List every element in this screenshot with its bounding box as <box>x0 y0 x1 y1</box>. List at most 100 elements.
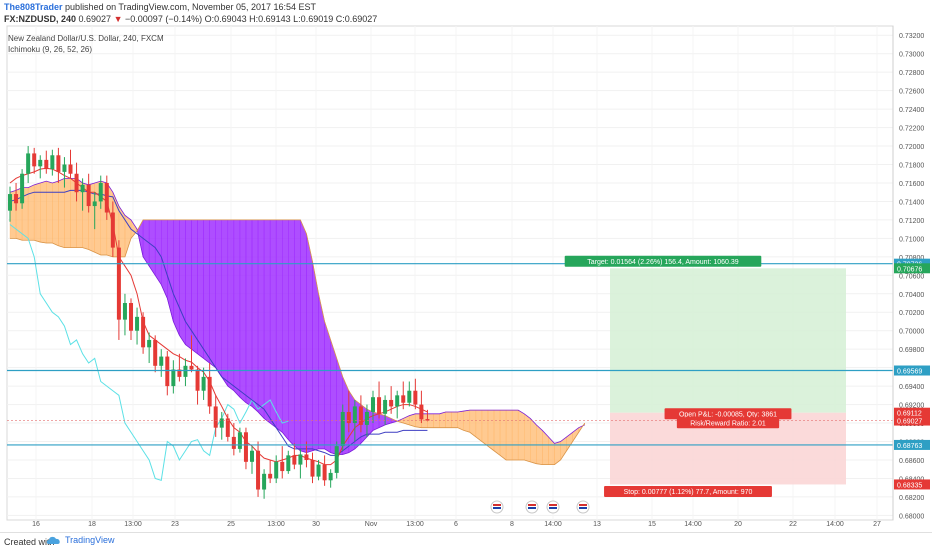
cloud-segment <box>493 409 501 456</box>
footer: Created with TradingView <box>0 532 932 551</box>
candle-body <box>256 450 261 490</box>
event-flag-stripe-icon <box>579 504 587 506</box>
cloud-segment <box>64 178 71 248</box>
candle-body <box>304 454 309 460</box>
cloud-segment <box>58 178 65 248</box>
x-tick-label: 23 <box>171 521 179 528</box>
x-tick-label: Nov <box>365 521 378 528</box>
y-tick-label: 0.71200 <box>899 218 924 225</box>
candle-body <box>419 404 424 420</box>
candle-body <box>26 153 31 174</box>
stop-label: Stop: 0.00777 (1.12%) 77.7, Amount: 970 <box>624 489 753 496</box>
cloud-segment <box>191 219 198 355</box>
candle-body <box>298 454 303 465</box>
position-tool[interactable]: Target: 0.01564 (2.26%) 156.4, Amount: 1… <box>564 255 792 497</box>
cloud-segment <box>221 219 229 387</box>
candle-body <box>286 455 291 472</box>
x-tick-label: 14:00 <box>544 521 562 528</box>
candle-body <box>292 455 297 465</box>
symbol-label: FX:NZDUSD, 240 <box>4 14 77 24</box>
y-tick-label: 0.68000 <box>899 513 924 520</box>
price-chart[interactable]: Target: 0.01564 (2.26%) 156.4, Amount: 1… <box>0 0 932 532</box>
price-tag-level <box>894 439 930 450</box>
y-tick-label: 0.71400 <box>899 199 924 206</box>
candle-body <box>425 419 430 421</box>
x-tick-label: 27 <box>873 521 881 528</box>
candle-body <box>177 369 182 377</box>
x-tick-label: 6 <box>454 521 458 528</box>
cloud-segment <box>257 219 265 419</box>
last-price: 0.69027 <box>78 14 112 24</box>
x-tick-label: 18 <box>88 521 96 528</box>
candle-body <box>334 446 339 473</box>
event-icons <box>490 500 590 514</box>
candle-body <box>316 464 321 477</box>
candle-body <box>328 472 333 481</box>
risk-reward-zones <box>610 268 846 485</box>
y-tick-label: 0.72200 <box>899 126 924 133</box>
y-tick-label: 0.68200 <box>899 495 924 502</box>
y-tick-label: 0.68600 <box>899 458 924 465</box>
cloud-segment <box>439 411 446 428</box>
candle-body <box>116 247 121 320</box>
risk-reward-label-box <box>676 417 780 429</box>
price-tag-level <box>894 365 930 376</box>
candle-body <box>129 303 133 331</box>
event-flag-stripe-icon <box>549 504 557 506</box>
x-tick-label: 20 <box>734 521 742 528</box>
cloud-segment <box>306 233 313 453</box>
cloud-segment <box>227 219 235 392</box>
cloud-segment <box>511 409 519 461</box>
cloud-segment <box>288 219 295 447</box>
candle-body <box>135 316 140 331</box>
target-label-box <box>564 255 762 267</box>
cloud-segment <box>263 219 271 424</box>
ohlc-values: O:0.69043 H:0.69143 L:0.69019 C:0.69027 <box>204 14 378 24</box>
published-text: published on TradingView.com, November 0… <box>65 2 317 12</box>
price-tag-label: 0.69569 <box>897 369 922 376</box>
y-tick-label: 0.69200 <box>899 403 924 410</box>
candle-body <box>401 395 406 403</box>
x-tick-label: 13:00 <box>406 521 424 528</box>
cloud-segment <box>209 219 216 369</box>
cloud-segment <box>197 219 204 359</box>
change-value: −0.00097 (−0.14%) <box>125 14 203 24</box>
author-link[interactable]: The808Trader <box>4 2 63 12</box>
candle-body <box>189 365 194 370</box>
y-tick-label: 0.71000 <box>899 236 924 243</box>
candle-body <box>274 461 279 479</box>
chikou-span-line <box>9 224 289 481</box>
open-pnl-label: Open P&L: -0.00085, Qty: 3861 <box>679 411 777 418</box>
x-tick-label: 13:00 <box>267 521 285 528</box>
candle-body <box>195 369 200 391</box>
cloud-segment <box>475 409 483 442</box>
tradingview-brand[interactable]: TradingView <box>46 535 115 545</box>
indicator-title: Ichimoku (9, 26, 52, 26) <box>8 45 93 54</box>
candle-body <box>268 473 273 479</box>
cloud-segment <box>215 219 222 378</box>
x-tick-label: 13 <box>593 521 601 528</box>
candle-body <box>383 399 388 414</box>
header: The808Trader published on TradingView.co… <box>0 0 932 26</box>
candle-body <box>231 436 236 449</box>
cloud-segment <box>524 413 531 463</box>
event-flag-stripe-icon <box>493 507 501 509</box>
candle-body <box>122 303 127 320</box>
open-pnl-label-box <box>664 408 792 420</box>
y-tick-label: 0.70600 <box>899 273 924 280</box>
candle-body <box>225 418 230 437</box>
candle-body <box>165 356 170 387</box>
cloud-icon <box>46 536 60 544</box>
y-tick-label: 0.73000 <box>899 52 924 59</box>
y-tick-label: 0.72800 <box>899 70 924 77</box>
candle-body <box>377 397 382 414</box>
candle-body <box>8 194 12 211</box>
cloud-segment <box>530 417 537 464</box>
price-tag-target <box>894 263 930 274</box>
candle-body <box>219 418 224 428</box>
y-tick-label: 0.72600 <box>899 89 924 96</box>
cloud-segment <box>276 219 283 433</box>
x-tick-label: 15 <box>648 521 656 528</box>
candle-body <box>352 406 357 424</box>
